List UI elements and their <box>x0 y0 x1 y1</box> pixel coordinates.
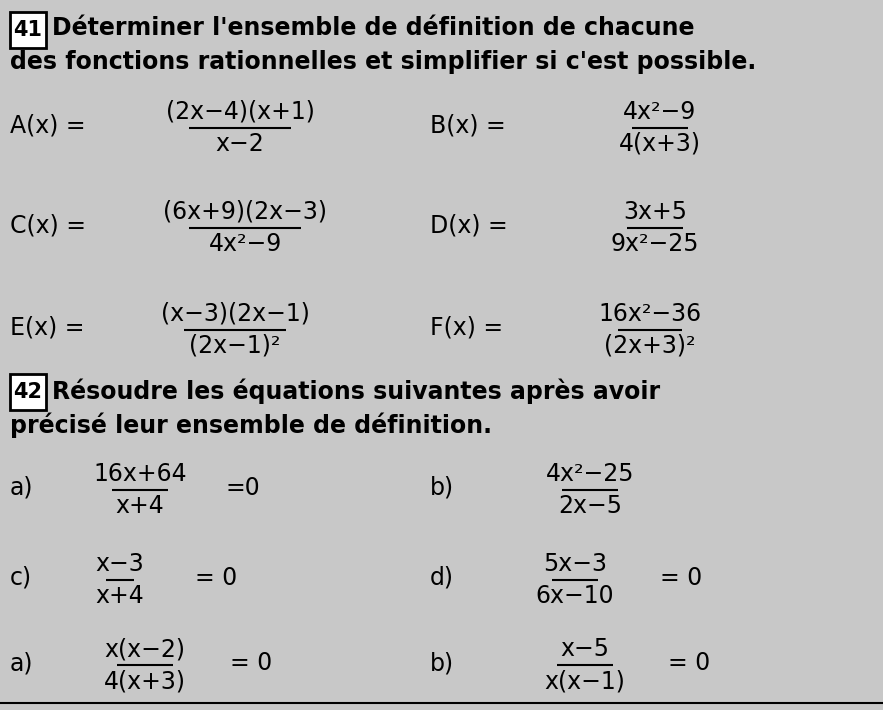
Text: (x−3)(2x−1): (x−3)(2x−1) <box>161 302 309 326</box>
Text: F(x) =: F(x) = <box>430 316 503 340</box>
Text: 6x−10: 6x−10 <box>536 584 615 608</box>
Text: a): a) <box>10 651 34 675</box>
Text: 4(x+3): 4(x+3) <box>619 132 701 156</box>
Text: 4x²−9: 4x²−9 <box>623 100 697 124</box>
Text: 16x+64: 16x+64 <box>94 462 187 486</box>
Text: d): d) <box>430 566 454 590</box>
Text: (2x−1)²: (2x−1)² <box>189 334 281 358</box>
Text: (2x−4)(x+1): (2x−4)(x+1) <box>166 100 314 124</box>
Text: (2x+3)²: (2x+3)² <box>604 334 696 358</box>
Text: (6x+9)(2x−3): (6x+9)(2x−3) <box>163 200 327 224</box>
Text: c): c) <box>10 566 32 590</box>
FancyBboxPatch shape <box>10 374 46 410</box>
Text: des fonctions rationnelles et simplifier si c'est possible.: des fonctions rationnelles et simplifier… <box>10 50 756 74</box>
Text: 16x²−36: 16x²−36 <box>599 302 702 326</box>
Text: b): b) <box>430 651 454 675</box>
Text: x−2: x−2 <box>215 132 264 156</box>
Text: x−5: x−5 <box>561 637 609 661</box>
Text: C(x) =: C(x) = <box>10 214 86 238</box>
Text: précisé leur ensemble de définition.: précisé leur ensemble de définition. <box>10 412 492 437</box>
Text: 2x−5: 2x−5 <box>558 494 622 518</box>
Text: 9x²−25: 9x²−25 <box>611 232 699 256</box>
Text: = 0: = 0 <box>668 651 710 675</box>
FancyBboxPatch shape <box>10 12 46 48</box>
Text: x(x−1): x(x−1) <box>545 669 625 693</box>
Text: A(x) =: A(x) = <box>10 114 86 138</box>
Text: x(x−2): x(x−2) <box>104 637 185 661</box>
Text: E(x) =: E(x) = <box>10 316 85 340</box>
Text: = 0: = 0 <box>660 566 702 590</box>
Text: Déterminer l'ensemble de définition de chacune: Déterminer l'ensemble de définition de c… <box>52 16 695 40</box>
Text: 41: 41 <box>13 20 42 40</box>
Text: x+4: x+4 <box>116 494 164 518</box>
Text: 5x−3: 5x−3 <box>543 552 607 576</box>
Text: D(x) =: D(x) = <box>430 214 508 238</box>
Text: = 0: = 0 <box>195 566 238 590</box>
Text: = 0: = 0 <box>230 651 272 675</box>
Text: x−3: x−3 <box>95 552 145 576</box>
Text: B(x) =: B(x) = <box>430 114 506 138</box>
Text: 4(x+3): 4(x+3) <box>104 669 186 693</box>
Text: x+4: x+4 <box>95 584 145 608</box>
Text: Résoudre les équations suivantes après avoir: Résoudre les équations suivantes après a… <box>52 378 660 403</box>
Text: 4x²−9: 4x²−9 <box>208 232 282 256</box>
Text: 3x+5: 3x+5 <box>623 200 687 224</box>
Text: a): a) <box>10 476 34 500</box>
Text: 4x²−25: 4x²−25 <box>546 462 634 486</box>
Text: =0: =0 <box>225 476 260 500</box>
Text: 42: 42 <box>13 382 42 402</box>
Text: b): b) <box>430 476 454 500</box>
